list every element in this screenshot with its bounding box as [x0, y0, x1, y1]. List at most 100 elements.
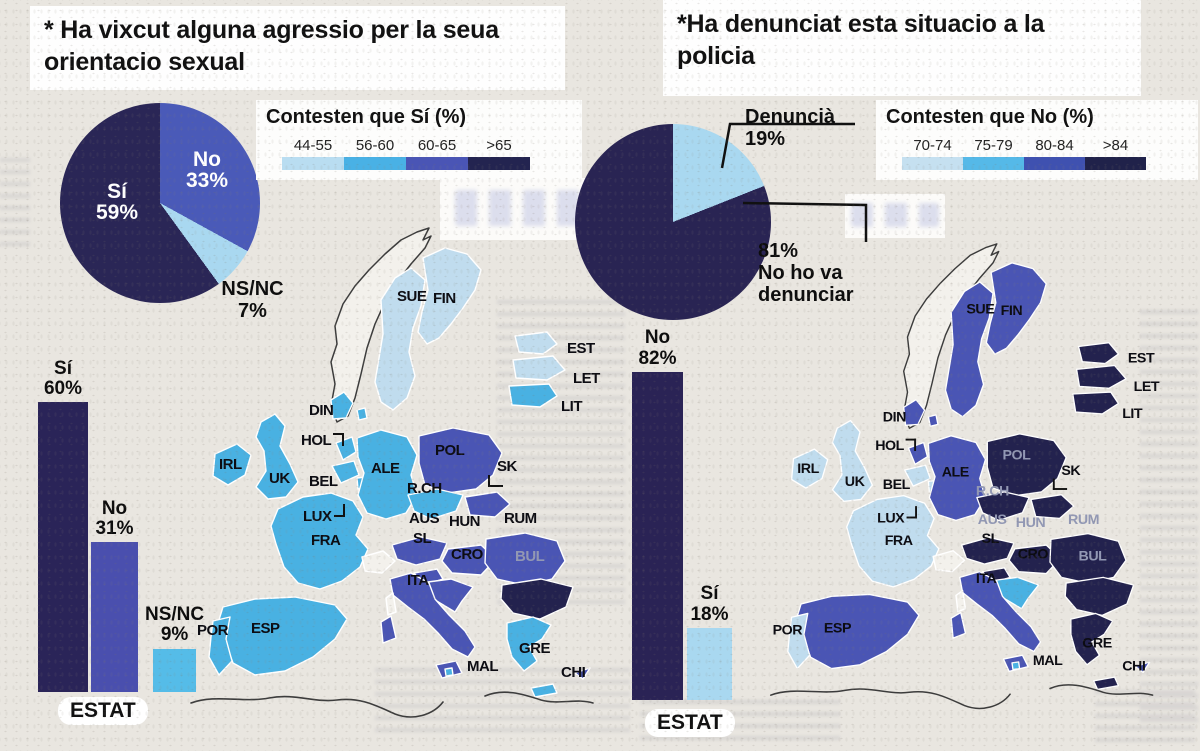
country-esp: [217, 596, 348, 676]
country-ita: [959, 570, 1042, 653]
map-label-irl: IRL: [797, 460, 819, 477]
right-map: SUE FIN EST LET LIT DIN HOL IRL UK BEL ALE POL R.CH S…: [765, 242, 1174, 717]
bar-no: [632, 372, 683, 700]
country-esp: [795, 593, 920, 670]
right-bar-chart: No 82% Sí 18%: [632, 328, 732, 700]
map-label-irl: IRL: [219, 456, 242, 473]
legend-range: 60-65: [406, 137, 468, 170]
map-label-fra: FRA: [884, 532, 913, 549]
right-pie-chart: [575, 124, 771, 320]
map-label-fin: FIN: [433, 290, 456, 307]
country-uk: [255, 413, 299, 500]
country-mal: [1011, 661, 1021, 671]
country-let: [1075, 364, 1127, 389]
country-din: [330, 391, 368, 421]
country-fin: [417, 247, 482, 345]
legend-swatch: [282, 157, 344, 170]
map-label-sl: SL: [413, 530, 432, 547]
left-bar-chart: Sí 60% No 31% NS/NC 9%: [38, 358, 204, 692]
legend-swatch: [344, 157, 406, 170]
legend-range: 56-60: [344, 137, 406, 170]
map-label-fra: FRA: [311, 532, 341, 549]
country-sue: [944, 281, 994, 418]
map-label-lux: LUX: [877, 506, 917, 526]
pie-label-no-denuncia: 81% No ho va denunciar: [758, 240, 854, 306]
country-rum: [484, 532, 566, 586]
map-label-hun: HUN: [449, 513, 481, 530]
scan-bleed-text: [0, 158, 30, 253]
map-label-ita: ITA: [407, 572, 429, 589]
left-legend-title: Contesten que Sí (%): [266, 106, 467, 128]
map-label-hol: HOL: [301, 432, 345, 449]
map-label-sue: SUE: [397, 288, 427, 305]
map-label-est: EST: [567, 340, 595, 357]
map-label-uk: UK: [844, 473, 865, 490]
legend-range: >65: [468, 137, 530, 170]
right-title-box: *Ha denunciat esta situacio a la policia: [663, 0, 1141, 96]
bar-si: [38, 402, 88, 692]
map-label-por: POR: [772, 622, 803, 639]
country-rum: [1049, 532, 1127, 584]
country-corsica: [385, 592, 397, 616]
country-aus: [960, 536, 1015, 565]
map-label-bul: BUL: [515, 548, 545, 565]
denuncia-callout-line: [720, 122, 868, 242]
right-legend-rows: 70-74 75-79 80-84 >84: [886, 137, 1188, 170]
legend-range: 75-79: [963, 137, 1024, 170]
country-switzerland: [932, 550, 966, 573]
map-label-mal: MAL: [467, 658, 499, 675]
right-legend: Contesten que No (%) 70-74 75-79 80-84 >…: [876, 100, 1198, 180]
map-label-lux: LUX: [303, 504, 345, 525]
map-label-sue: SUE: [966, 300, 995, 318]
legend-range: >84: [1085, 137, 1146, 170]
bar-group: NS/NC 9%: [145, 604, 204, 692]
scan-white-patch: [845, 194, 945, 238]
map-label-bel: BEL: [882, 476, 911, 493]
map-label-let: LET: [1133, 378, 1160, 395]
left-title-box: * Ha vixcut alguna agressio per la seua …: [30, 6, 565, 90]
map-label-bul: BUL: [1078, 547, 1107, 565]
scan-bleed-text: [375, 668, 630, 733]
map-label-rch: R.CH: [407, 480, 442, 497]
country-rch: [976, 491, 1030, 522]
map-label-gre: GRE: [1082, 635, 1112, 652]
map-label-cro: CRO: [451, 546, 483, 563]
country-let: [512, 355, 566, 381]
country-gre: [506, 616, 552, 672]
map-label-est: EST: [1127, 350, 1155, 367]
country-pol: [418, 427, 503, 494]
country-aus: [391, 536, 448, 566]
country-sk: [464, 491, 511, 518]
legend-range: 80-84: [1024, 137, 1085, 170]
legend-swatch: [1085, 157, 1146, 170]
map-label-din: DIN: [882, 409, 907, 426]
country-pol: [986, 433, 1067, 497]
map-label-bel: BEL: [309, 473, 338, 490]
map-label-rum: RUM: [1068, 511, 1100, 528]
country-sardinia: [950, 611, 967, 639]
left-map: SUE FIN EST LET LIT DIN HOL IRL UK BEL ALE POL R.CH S…: [185, 226, 615, 726]
map-label-lit: LIT: [1122, 405, 1143, 422]
country-crete: [530, 683, 558, 698]
bar-group: No 31%: [91, 498, 138, 692]
map-label-chi: CHI: [561, 664, 586, 681]
country-irl: [212, 443, 252, 486]
legend-swatch: [406, 157, 468, 170]
bar-nsnc: [153, 648, 197, 692]
country-hun: [1008, 544, 1062, 575]
country-por: [208, 616, 233, 676]
map-label-sk: SK: [1052, 462, 1081, 490]
country-chi: [1134, 661, 1151, 674]
map-label-fin: FIN: [1000, 302, 1023, 319]
pie-label-nsnc: NS/NC 7%: [221, 278, 284, 322]
country-rch: [407, 488, 464, 520]
country-est: [514, 331, 558, 355]
europe-map-svg: [769, 243, 1154, 710]
scan-bleed-text: [1095, 690, 1195, 745]
country-corsica: [955, 589, 967, 613]
pie-label-denuncia: Denuncià 19%: [745, 106, 836, 150]
map-label-lit: LIT: [561, 398, 583, 415]
country-hol: [335, 436, 357, 461]
right-axis-label: ESTAT: [645, 709, 735, 737]
country-ale: [356, 429, 418, 520]
